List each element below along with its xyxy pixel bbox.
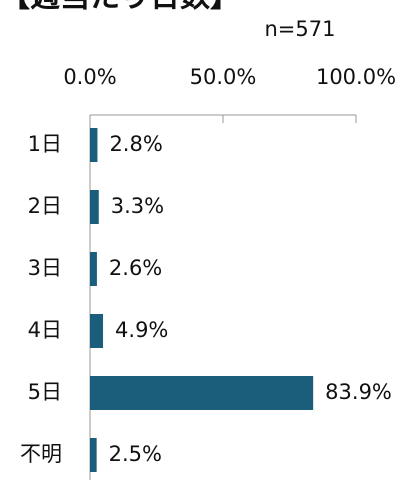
data-label: 2.6% xyxy=(109,256,162,280)
bar xyxy=(90,314,104,348)
bar xyxy=(90,128,98,162)
bar xyxy=(90,438,97,472)
bar xyxy=(90,252,97,286)
y-tick-label: 4日 xyxy=(28,318,62,342)
y-tick-label: 5日 xyxy=(28,380,62,404)
chart-title: 【週当たり日数】 xyxy=(0,0,240,15)
y-tick-label: 不明 xyxy=(20,442,62,466)
bar xyxy=(90,190,99,224)
data-label: 2.5% xyxy=(109,442,162,466)
data-label: 4.9% xyxy=(115,318,168,342)
bar xyxy=(90,376,314,410)
x-tick-label: 100.0% xyxy=(316,65,396,89)
y-tick-label: 3日 xyxy=(28,256,62,280)
x-tick-label: 50.0% xyxy=(190,65,257,89)
y-tick-label: 1日 xyxy=(28,132,62,156)
data-label: 83.9% xyxy=(325,380,392,404)
data-label: 2.8% xyxy=(109,132,162,156)
annotation: n=571 xyxy=(265,17,336,41)
data-label: 3.3% xyxy=(111,194,164,218)
x-tick-label: 0.0% xyxy=(63,65,116,89)
y-tick-label: 2日 xyxy=(28,194,62,218)
